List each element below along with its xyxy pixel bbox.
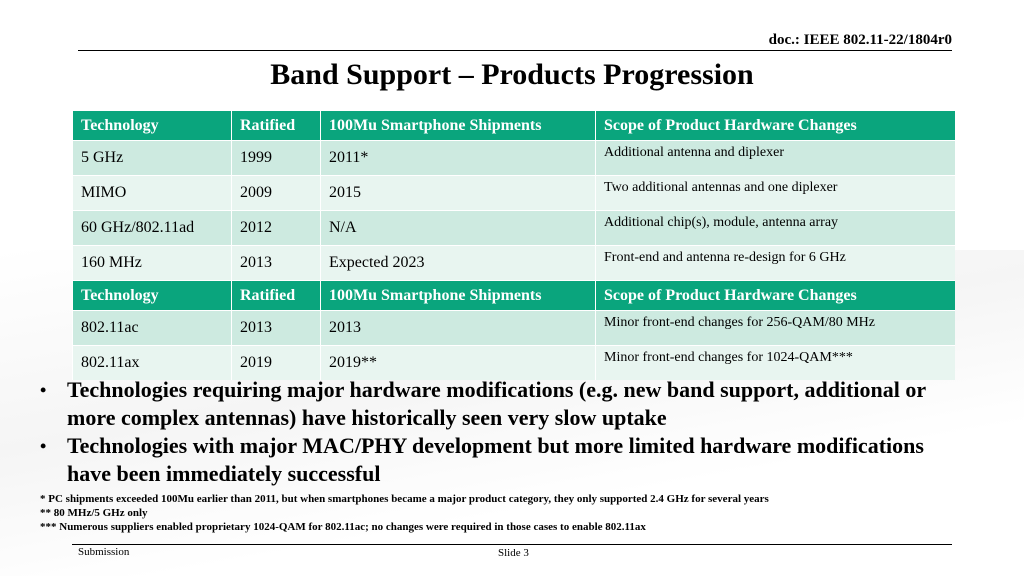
table-row: 802.11ac 2013 2013 Minor front-end chang… [72, 310, 955, 346]
table-cell: 2013 [320, 310, 596, 346]
column-header: Technology [72, 280, 232, 311]
column-header: Scope of Product Hardware Changes [595, 110, 955, 141]
table-cell: Expected 2023 [320, 245, 596, 281]
table-cell: Additional chip(s), module, antenna arra… [595, 210, 955, 246]
table-cell: 2013 [231, 310, 321, 346]
footer-divider [72, 544, 952, 545]
footnote: *** Numerous suppliers enabled proprieta… [40, 521, 646, 533]
table-cell: 5 GHz [72, 140, 232, 176]
table-cell: Front-end and antenna re-design for 6 GH… [595, 245, 955, 281]
band-support-table: Technology Ratified 100Mu Smartphone Shi… [72, 110, 955, 380]
column-header: Ratified [231, 280, 321, 311]
table-row: 5 GHz 1999 2011* Additional antenna and … [72, 140, 955, 176]
bullet-item: • Technologies with major MAC/PHY develo… [40, 432, 960, 488]
table-header-row: Technology Ratified 100Mu Smartphone Shi… [72, 280, 955, 311]
footnote: * PC shipments exceeded 100Mu earlier th… [40, 493, 769, 505]
table-cell: 2015 [320, 175, 596, 211]
bullet-marker: • [40, 436, 47, 456]
table-cell: N/A [320, 210, 596, 246]
table-row: 60 GHz/802.11ad 2012 N/A Additional chip… [72, 210, 955, 246]
bullet-text: Technologies requiring major hardware mo… [67, 377, 926, 430]
table-cell: Minor front-end changes for 1024-QAM*** [595, 345, 955, 380]
bullet-list: • Technologies requiring major hardware … [40, 376, 960, 488]
header-divider [78, 50, 952, 51]
table-header-row: Technology Ratified 100Mu Smartphone Shi… [72, 110, 955, 141]
table-cell: Two additional antennas and one diplexer [595, 175, 955, 211]
table-cell: Minor front-end changes for 256-QAM/80 M… [595, 310, 955, 346]
footer-submission: Submission [78, 546, 130, 558]
footnote: ** 80 MHz/5 GHz only [40, 507, 148, 519]
table-cell: MIMO [72, 175, 232, 211]
table-cell: 60 GHz/802.11ad [72, 210, 232, 246]
column-header: Scope of Product Hardware Changes [595, 280, 955, 311]
table-cell: 2019 [231, 345, 321, 380]
bullet-item: • Technologies requiring major hardware … [40, 376, 960, 432]
table-row: MIMO 2009 2015 Two additional antennas a… [72, 175, 955, 211]
table-cell: Additional antenna and diplexer [595, 140, 955, 176]
document-id: doc.: IEEE 802.11-22/1804r0 [768, 32, 952, 48]
table-row: 802.11ax 2019 2019** Minor front-end cha… [72, 345, 955, 380]
table-cell: 2009 [231, 175, 321, 211]
table-cell: 802.11ax [72, 345, 232, 380]
table-cell: 802.11ac [72, 310, 232, 346]
column-header: Ratified [231, 110, 321, 141]
table-row: 160 MHz 2013 Expected 2023 Front-end and… [72, 245, 955, 281]
bullet-text: Technologies with major MAC/PHY developm… [67, 433, 924, 486]
column-header: 100Mu Smartphone Shipments [320, 110, 596, 141]
table-cell: 1999 [231, 140, 321, 176]
table-cell: 2013 [231, 245, 321, 281]
table-cell: 160 MHz [72, 245, 232, 281]
slide-title: Band Support – Products Progression [270, 58, 754, 91]
table-cell: 2011* [320, 140, 596, 176]
table-cell: 2019** [320, 345, 596, 380]
footnotes: * PC shipments exceeded 100Mu earlier th… [40, 492, 980, 534]
column-header: 100Mu Smartphone Shipments [320, 280, 596, 311]
column-header: Technology [72, 110, 232, 141]
table-cell: 2012 [231, 210, 321, 246]
bullet-marker: • [40, 380, 47, 400]
slide-number: Slide 3 [498, 547, 529, 559]
